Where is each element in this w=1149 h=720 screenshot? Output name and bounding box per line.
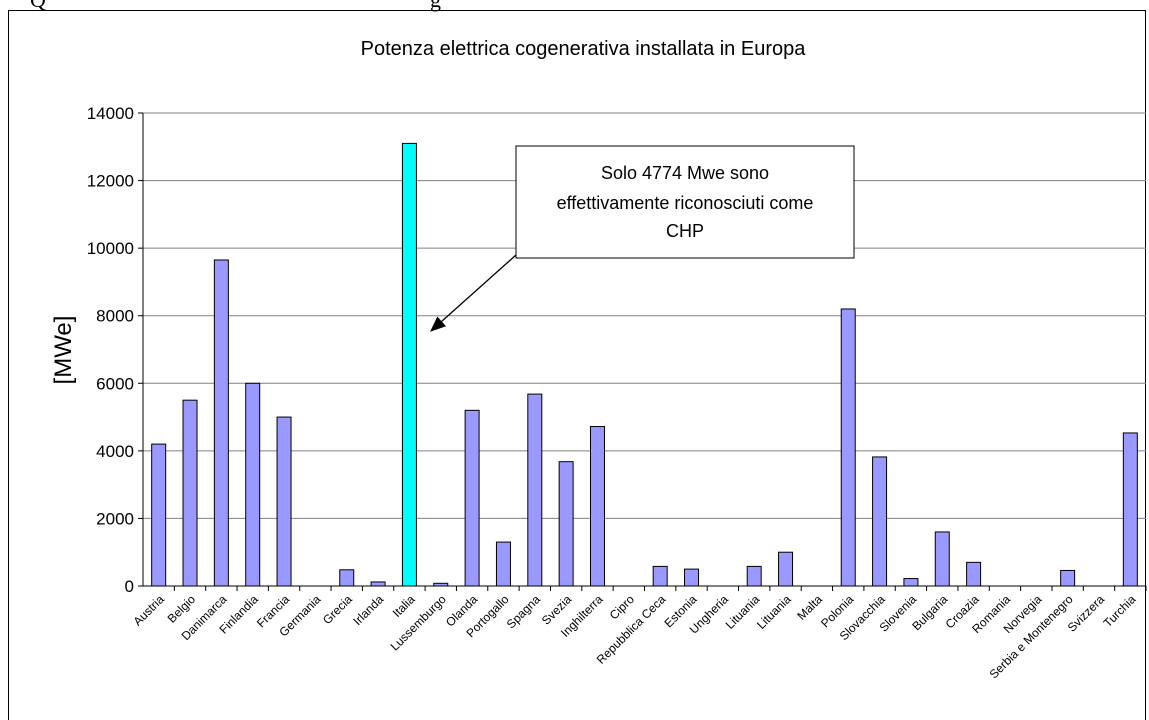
bar-serbia-e-montenegro — [1060, 569, 1076, 587]
bar-slovacchia — [872, 456, 888, 587]
x-tick-label: Turchia — [1101, 592, 1139, 630]
x-tick-label: Austria — [130, 592, 167, 629]
partial-header-text-g: g — [430, 0, 441, 13]
partial-header-text-q: Q — [30, 0, 46, 13]
y-tick-label: 4000 — [96, 442, 134, 461]
x-tick-label: Lussemburgo — [388, 592, 450, 654]
bar-bulgaria — [934, 531, 950, 587]
annotation-line-1: Solo 4774 Mwe sono — [601, 163, 769, 183]
bar-finlandia — [245, 382, 261, 587]
axes — [142, 113, 1147, 591]
bar-repubblica-ceca — [652, 565, 668, 587]
y-tick-label: 0 — [125, 577, 134, 596]
bar-polonia — [840, 308, 856, 587]
x-tick-label: Grecia — [320, 592, 355, 627]
x-tick-label: Bulgaria — [909, 592, 950, 633]
bar-inghilterra — [589, 426, 605, 587]
y-tick-label: 12000 — [87, 172, 134, 191]
bar-belgio — [182, 399, 198, 587]
bar-grecia — [339, 569, 355, 587]
x-tick-label: Irlanda — [350, 592, 386, 628]
y-axis-label: [MWe] — [50, 316, 77, 385]
x-tick-label: Spagna — [504, 592, 543, 631]
annotation-box — [515, 145, 855, 259]
bars — [151, 142, 1138, 587]
bar-irlanda — [370, 581, 386, 587]
y-tick-label: 2000 — [96, 509, 134, 528]
y-tick-label: 10000 — [87, 239, 134, 258]
bar-estonia — [684, 568, 700, 587]
bar-croazia — [966, 561, 982, 587]
bar-italia — [401, 142, 417, 587]
annotation-arrow — [430, 254, 517, 332]
bar-lituania — [746, 565, 762, 587]
x-tick-labels: AustriaBelgioDanimarcaFinlandiaFranciaGe… — [130, 592, 1138, 681]
annotation-callout: Solo 4774 Mwe sono effettivamente ricono… — [430, 145, 855, 332]
bar-francia — [276, 416, 292, 587]
bar-austria — [151, 443, 167, 587]
chart-frame — [8, 10, 1146, 720]
bar-spagna — [527, 393, 543, 587]
bar-olanda — [464, 409, 480, 587]
bar-lituania — [778, 551, 794, 587]
bar-turchia — [1122, 432, 1138, 587]
x-tick-label: Italia — [390, 592, 418, 620]
y-tick-labels: 0 2000 4000 6000 8000 10000 12000 14000 — [87, 104, 134, 596]
bar-danimarca — [213, 259, 229, 587]
x-tick-label: Lituania — [754, 592, 794, 632]
y-tick-label: 8000 — [96, 307, 134, 326]
annotation-line-2: effettivamente riconosciuti come — [557, 193, 814, 213]
y-tick-label: 14000 — [87, 104, 134, 123]
annotation-line-3: CHP — [666, 221, 704, 241]
chart-title: Potenza elettrica cogenerativa installat… — [361, 38, 807, 60]
bar-portogallo — [495, 541, 511, 587]
bar-slovenia — [903, 578, 919, 587]
y-tick-label: 6000 — [96, 374, 134, 393]
bar-svezia — [558, 461, 574, 587]
